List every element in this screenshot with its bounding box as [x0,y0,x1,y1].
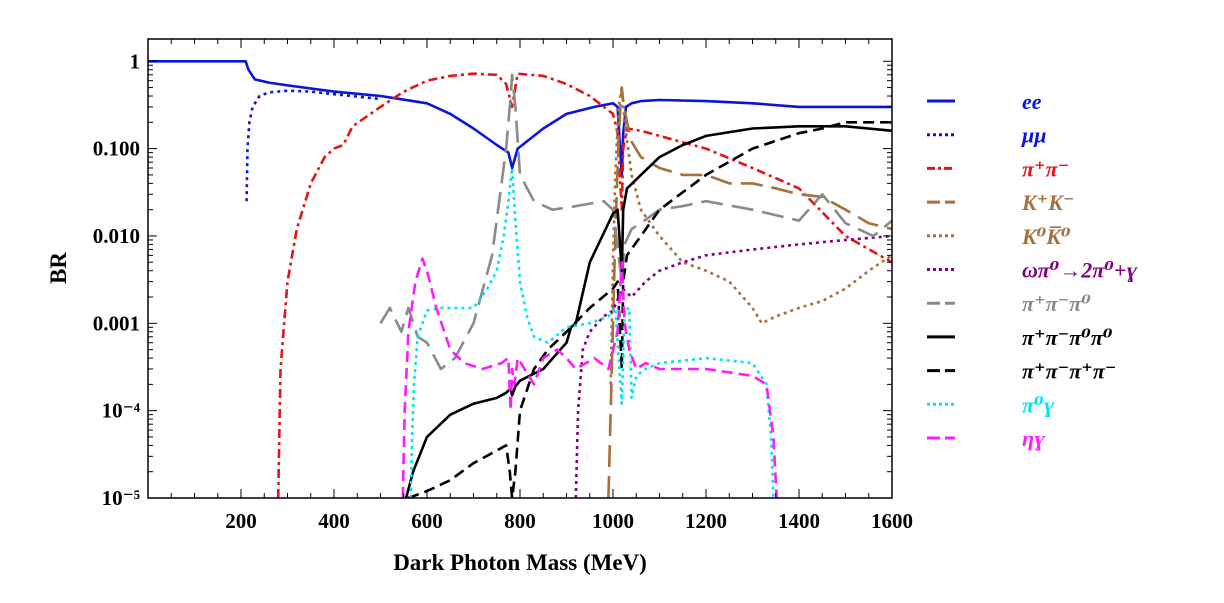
x-tick-label: 1200 [685,509,727,533]
x-tick-label: 1600 [871,509,913,533]
series-line-2 [276,72,892,498]
series-line-1 [245,89,381,202]
legend-label-0: ee [1022,89,1042,114]
legend-label-7: π⁺π⁻π⁰π⁰ [1022,325,1113,350]
x-tick-label: 800 [504,509,536,533]
y-tick-label: 1 [130,49,141,73]
x-tick-label: 1000 [592,509,634,533]
series-line-7 [404,125,892,498]
legend-label-3: K⁺K⁻ [1021,190,1075,215]
x-axis-title: Dark Photon Mass (MeV) [393,550,647,575]
series-line-8 [407,121,892,498]
series-line-5 [574,234,892,498]
legend-label-1: μμ [1021,123,1046,148]
series-line-3 [607,86,892,498]
legend-label-9: π⁰ɣ [1022,392,1056,417]
y-tick-label: 10⁻⁵ [102,486,140,510]
series-line-9 [409,166,775,498]
y-tick-label: 0.100 [93,137,140,161]
x-tick-label: 600 [411,509,443,533]
series-line-6 [379,73,892,371]
y-tick-label: 0.001 [93,311,140,335]
x-tick-label: 1400 [778,509,820,533]
y-tick-label: 10⁻⁴ [102,399,141,423]
legend-label-4: K⁰K̅⁰ [1021,224,1071,249]
legend-label-6: π⁺π⁻π⁰ [1022,291,1091,316]
legend: ee μμ π⁺π⁻ K⁺K⁻ K⁰K̅⁰ ωπ⁰→2π⁰+ɣ π⁺π⁻π⁰ π⁺π⁻π⁰π⁰… [927,89,1138,451]
axis-layer: 200 400 600 800 1000 1200 1400 1600 1 0.100 0.010 0… [93,39,913,533]
series-line-4 [609,86,892,385]
y-axis-title: BR [46,252,71,284]
x-tick-label: 200 [225,509,257,533]
legend-label-2: π⁺π⁻ [1022,156,1069,181]
y-tick-label: 0.010 [93,224,140,248]
series-line-10 [401,257,778,498]
legend-label-8: π⁺π⁻π⁺π⁻ [1022,359,1117,384]
legend-label-5: ωπ⁰→2π⁰+ɣ [1022,258,1138,283]
series-line-0 [148,59,892,177]
legend-label-10: ηɣ [1022,426,1046,451]
x-tick-label: 400 [318,509,350,533]
series-layer [148,59,892,498]
